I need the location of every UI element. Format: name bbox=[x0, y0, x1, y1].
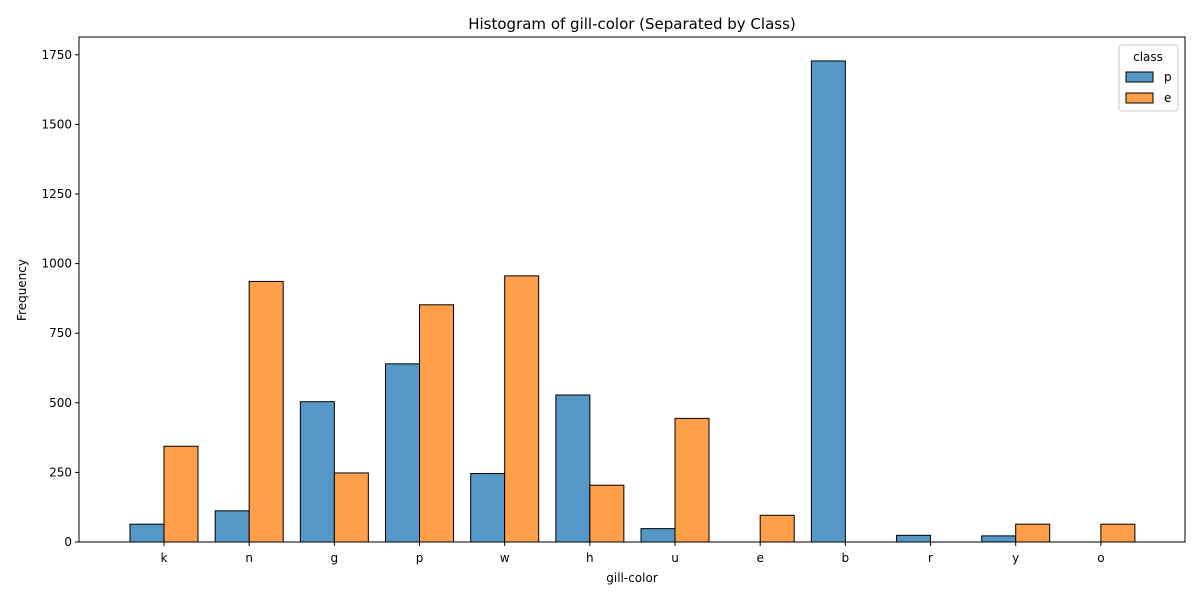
bars bbox=[129, 60, 1136, 543]
bar-p-u bbox=[640, 528, 676, 543]
x-tick-label: p bbox=[416, 551, 424, 565]
bar-p-g bbox=[299, 401, 335, 543]
y-axis-title: Frequency bbox=[15, 259, 29, 321]
legend-swatch-p bbox=[1125, 71, 1154, 83]
y-tick-label: 250 bbox=[49, 465, 72, 479]
x-tick-label: g bbox=[331, 551, 339, 565]
bar-e-h bbox=[589, 484, 625, 543]
chart-title: Histogram of gill-color (Separated by Cl… bbox=[468, 15, 796, 33]
legend-swatch-e bbox=[1125, 92, 1154, 104]
x-tick-label: b bbox=[842, 551, 850, 565]
y-tick-label: 750 bbox=[49, 326, 72, 340]
bar-p-b bbox=[810, 60, 846, 543]
y-tick-label: 500 bbox=[49, 396, 72, 410]
legend-title: class bbox=[1133, 50, 1163, 64]
bar-p-w bbox=[470, 473, 506, 543]
y-tick-label: 1250 bbox=[41, 187, 72, 201]
y-tick-label: 0 bbox=[64, 535, 72, 549]
bar-e-p bbox=[419, 304, 455, 543]
legend: class p e bbox=[1118, 44, 1179, 112]
x-tick-label: n bbox=[245, 551, 253, 565]
y-tick-label: 1750 bbox=[41, 48, 72, 62]
x-axis-title: gill-color bbox=[606, 571, 658, 585]
bar-e-w bbox=[504, 275, 540, 543]
plot-frame bbox=[78, 36, 1186, 543]
bar-e-n bbox=[248, 280, 284, 543]
y-axis: 0 250 500 750 1000 1250 1500 1750 bbox=[41, 48, 79, 549]
legend-label-p: p bbox=[1164, 70, 1172, 84]
x-tick-label: r bbox=[928, 551, 933, 565]
x-tick-label: k bbox=[161, 551, 168, 565]
x-tick-label: y bbox=[1012, 551, 1019, 565]
bar-e-e bbox=[759, 514, 795, 543]
bar-e-o bbox=[1100, 523, 1136, 543]
x-tick-label: o bbox=[1097, 551, 1104, 565]
bar-p-y bbox=[981, 535, 1017, 543]
x-tick-label: h bbox=[586, 551, 594, 565]
x-tick-label: w bbox=[500, 551, 510, 565]
legend-label-e: e bbox=[1164, 91, 1171, 105]
bar-p-n bbox=[214, 510, 250, 543]
y-tick-label: 1000 bbox=[41, 257, 72, 271]
x-tick-label: e bbox=[756, 551, 763, 565]
bar-e-g bbox=[333, 472, 369, 543]
bar-p-r bbox=[896, 534, 932, 543]
y-tick-label: 1500 bbox=[41, 117, 72, 131]
bar-p-k bbox=[129, 523, 165, 543]
bar-e-y bbox=[1015, 523, 1051, 543]
bar-e-k bbox=[163, 445, 199, 543]
x-tick-label: u bbox=[671, 551, 679, 565]
bar-p-p bbox=[385, 363, 421, 543]
bar-e-u bbox=[674, 417, 710, 543]
bar-p-h bbox=[555, 394, 591, 543]
